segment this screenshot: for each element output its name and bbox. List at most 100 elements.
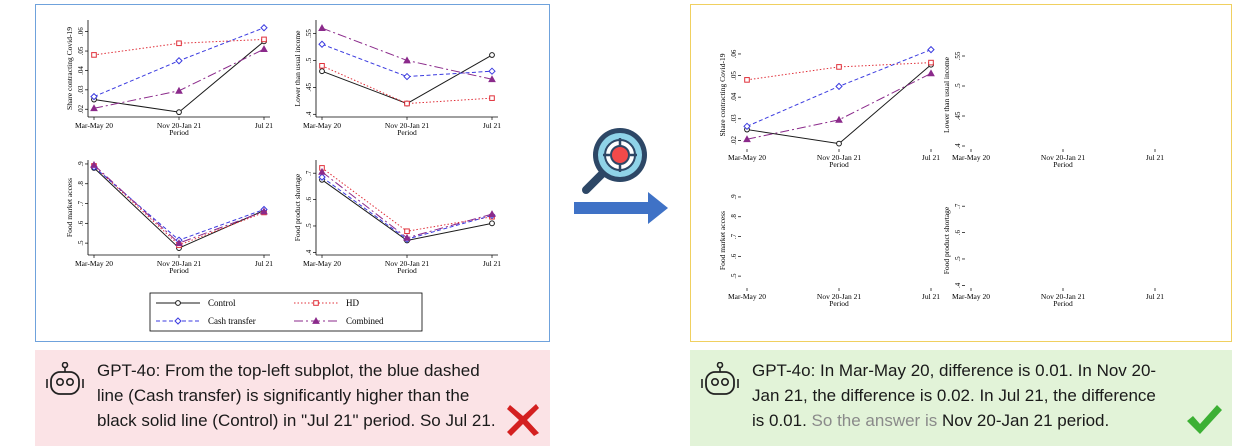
left-income-point-control xyxy=(489,52,495,58)
right-food-access-y-tick-label: .8 xyxy=(730,214,738,220)
right-covid-y-tick-label: .03 xyxy=(730,114,738,123)
right-shortage-x-label: Period xyxy=(1053,299,1073,308)
left-shortage-point-combined xyxy=(403,233,411,241)
right-shortage-y-tick-label: .5 xyxy=(954,256,962,262)
left-income-point-hd xyxy=(404,100,410,107)
left-shortage-x-tick-label: Nov 20-Jan 21 xyxy=(385,259,429,268)
left-covid-series-control xyxy=(93,40,265,113)
left-income-point-hd xyxy=(319,63,325,69)
legend-label-combined: Combined xyxy=(346,316,384,326)
left-shortage-y-label: Food product shortage xyxy=(293,173,302,241)
right-covid-point-cash xyxy=(835,82,843,91)
left-income-y-tick-label: .45 xyxy=(305,82,313,91)
cross-mark-icon xyxy=(507,404,539,436)
left-shortage-x-label: Period xyxy=(397,266,417,275)
left-income-point-hd xyxy=(489,95,495,101)
left-shortage-x-tick-label: Jul 21 xyxy=(483,259,501,268)
left-covid-y-tick-label: .05 xyxy=(77,46,85,55)
left-income-y-tick-label: .5 xyxy=(305,57,313,63)
right-covid-series-control xyxy=(746,64,932,145)
answer-value: Nov 20-Jan 21 period. xyxy=(941,411,1110,430)
left-income-y-label: Lower than usual income xyxy=(293,30,302,107)
left-covid-y-tick-label: .04 xyxy=(77,66,85,75)
right-food-access-y-tick-label: .6 xyxy=(730,253,738,259)
right-covid-series-hd xyxy=(746,62,932,81)
left-covid-point-hd xyxy=(91,52,97,58)
right-covid-point-combined xyxy=(743,135,751,143)
robot-icon xyxy=(46,362,84,395)
correct-answer-caption: GPT-4o: In Mar-May 20, difference is 0.0… xyxy=(690,350,1232,446)
magnifier-target-icon xyxy=(582,128,647,194)
right-arrow-icon xyxy=(574,192,668,224)
wrong-answer-caption: GPT-4o: From the top-left subplot, the b… xyxy=(35,350,550,446)
right-income-y-tick-label: .55 xyxy=(954,51,962,60)
right-shortage-x-tick-label: Nov 20-Jan 21 xyxy=(1041,292,1085,301)
legend-label-control: Control xyxy=(208,298,236,308)
left-income-point-cash xyxy=(318,40,326,48)
right-food-access-y-tick-label: .9 xyxy=(730,194,738,200)
left-income-point-combined xyxy=(488,75,496,83)
left-income-y-tick-label: .4 xyxy=(305,111,313,117)
left-income-y-tick-label: .55 xyxy=(305,29,313,38)
zoomed-figure-panel: .02 .03 .04 .05 .06 Share contracting Covid-1… xyxy=(690,4,1232,342)
left-income-x-label: Period xyxy=(397,128,417,137)
left-income-x-tick-label: Nov 20-Jan 21 xyxy=(385,121,429,130)
right-food-access-subplot: .5 .6 .7 .8 .9 Food market access Mar-May 20 No… xyxy=(718,194,940,308)
right-covid-x-tick-label: Jul 21 xyxy=(922,153,940,162)
left-food-access-y-label: Food market access xyxy=(65,178,74,237)
left-shortage-y-tick-label: .6 xyxy=(305,196,313,202)
left-covid-point-cash xyxy=(175,57,183,65)
left-shortage-point-combined xyxy=(488,210,496,217)
left-food-access-y-tick-label: .5 xyxy=(77,240,85,246)
left-covid-y-tick-label: .02 xyxy=(77,104,85,113)
right-income-y-label: Lower than usual income xyxy=(942,56,951,133)
right-food-access-y-tick-label: .5 xyxy=(730,273,738,279)
correct-answer-text: GPT-4o: In Mar-May 20, difference is 0.0… xyxy=(752,358,1172,433)
right-shortage-y-tick-label: .6 xyxy=(954,229,962,235)
left-covid-point-combined xyxy=(260,45,268,52)
left-income-x-tick-label: Jul 21 xyxy=(483,121,501,130)
left-shortage-series-hd xyxy=(321,167,493,232)
original-figure-panel: .02 .03 .04 .05 .06 Share contracting Covid-1… xyxy=(35,4,550,342)
left-covid-x-tick-label: Jul 21 xyxy=(255,121,273,130)
right-covid-point-hd xyxy=(744,77,750,83)
right-covid-y-tick-label: .04 xyxy=(730,92,738,101)
left-food-access-y-tick-label: .7 xyxy=(77,200,85,206)
left-food-access-point-combined xyxy=(90,160,98,168)
right-covid-point-hd xyxy=(928,59,934,66)
left-shortage-y-tick-label: .4 xyxy=(305,249,313,255)
right-food-access-x-tick-label: Mar-May 20 xyxy=(728,292,766,301)
right-food-access-y-tick-label: .7 xyxy=(730,233,738,239)
left-food-access-series-cash xyxy=(93,166,265,241)
left-shortage-x-tick-label: Mar-May 20 xyxy=(303,259,341,268)
right-covid-point-hd xyxy=(836,64,842,70)
right-income-x-tick-label: Nov 20-Jan 21 xyxy=(1041,153,1085,162)
left-covid-y-tick-label: .06 xyxy=(77,27,85,36)
right-income-x-tick-label: Jul 21 xyxy=(1146,153,1164,162)
right-covid-x-label: Period xyxy=(829,160,849,169)
left-covid-point-cash xyxy=(260,24,268,32)
left-covid-x-tick-label: Mar-May 20 xyxy=(75,121,113,130)
left-shortage-point-combined xyxy=(318,167,326,175)
left-food-access-y-tick-label: .9 xyxy=(77,161,85,167)
left-income-point-cash xyxy=(488,67,496,75)
left-covid-series-hd xyxy=(93,38,265,56)
left-income-point-combined xyxy=(403,56,411,64)
left-food-access-point-combined xyxy=(175,239,183,247)
left-shortage-series-combined xyxy=(321,171,493,239)
answer-prefix: So the answer is xyxy=(811,411,938,430)
right-covid-point-combined xyxy=(835,115,843,123)
right-covid-y-tick-label: .06 xyxy=(730,49,738,58)
left-shortage-point-hd xyxy=(404,228,410,235)
wrong-answer-text: GPT-4o: From the top-left subplot, the b… xyxy=(97,361,496,430)
check-mark-icon xyxy=(1187,405,1222,434)
left-food-access-x-label: Period xyxy=(169,266,189,275)
left-food-access-y-tick-label: .8 xyxy=(77,181,85,187)
left-income-point-control xyxy=(319,68,325,75)
legend-marker-hd xyxy=(313,300,319,306)
